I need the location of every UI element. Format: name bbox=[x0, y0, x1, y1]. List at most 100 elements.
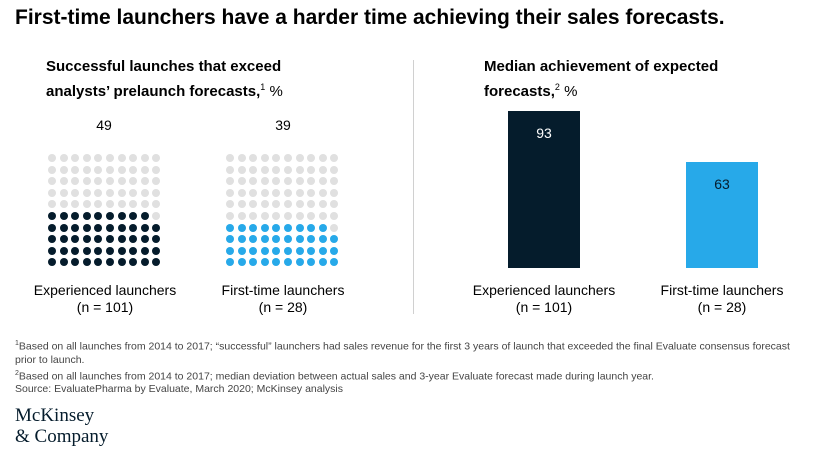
waffle-dot-filled bbox=[307, 258, 316, 267]
waffle-dot-empty bbox=[272, 177, 281, 186]
source-note: Source: EvaluatePharma by Evaluate, Marc… bbox=[15, 383, 343, 395]
waffle-dot-filled bbox=[48, 223, 56, 232]
left-subtitle-unit: % bbox=[269, 83, 283, 100]
waffle-dot-empty bbox=[94, 200, 103, 209]
waffle-dot-empty bbox=[260, 154, 269, 162]
waffle-dot-empty bbox=[284, 165, 292, 174]
waffle-dot-empty bbox=[82, 177, 91, 186]
waffle-dot-empty bbox=[117, 200, 126, 209]
waffle-dot-empty bbox=[82, 200, 91, 209]
bar-chart-area: 93 63 bbox=[430, 0, 810, 268]
waffle-dot-filled bbox=[48, 258, 56, 267]
waffle-dot-empty bbox=[117, 177, 126, 186]
waffle-dot-empty bbox=[117, 154, 126, 162]
waffle-dot-filled bbox=[249, 258, 258, 267]
waffle-dot-filled bbox=[94, 258, 103, 267]
waffle-dot-empty bbox=[129, 165, 138, 174]
waffle-dot-filled bbox=[106, 235, 114, 244]
waffle-dot-empty bbox=[249, 212, 258, 220]
waffle-dot-filled bbox=[106, 212, 114, 220]
waffle-dot-filled bbox=[117, 235, 126, 244]
waffle-dot-empty bbox=[106, 177, 114, 186]
panel-divider bbox=[413, 60, 414, 314]
waffle-dot-filled bbox=[129, 235, 138, 244]
waffle-dot-empty bbox=[226, 165, 234, 174]
waffle-dot-empty bbox=[152, 200, 161, 209]
waffle-dot-filled bbox=[117, 246, 126, 255]
waffle-dot-empty bbox=[272, 154, 281, 162]
waffle-grid-experienced bbox=[48, 154, 162, 268]
waffle-dot-filled bbox=[71, 212, 80, 220]
waffle-dot-empty bbox=[71, 200, 80, 209]
waffle-dot-filled bbox=[140, 235, 149, 244]
waffle-dot-empty bbox=[330, 154, 339, 162]
waffle-dot-filled bbox=[318, 235, 327, 244]
waffle-dot-filled bbox=[237, 258, 246, 267]
waffle-dot-empty bbox=[226, 154, 234, 162]
waffle-dot-filled bbox=[318, 223, 327, 232]
waffle-dot-filled bbox=[94, 235, 103, 244]
waffle-dot-filled bbox=[226, 246, 234, 255]
waffle-dot-empty bbox=[284, 188, 292, 197]
waffle-dot-filled bbox=[82, 212, 91, 220]
waffle-dot-filled bbox=[260, 246, 269, 255]
waffle-dot-empty bbox=[106, 188, 114, 197]
waffle-dot-filled bbox=[249, 223, 258, 232]
waffle-dot-filled bbox=[48, 235, 56, 244]
waffle-category-label-first-time: First-time launchers bbox=[221, 282, 345, 298]
waffle-dot-empty bbox=[106, 165, 114, 174]
waffle-dot-filled bbox=[82, 235, 91, 244]
waffle-dot-empty bbox=[272, 212, 281, 220]
bar-value-label-first-time: 63 bbox=[714, 175, 730, 192]
waffle-dot-empty bbox=[295, 177, 304, 186]
waffle-dot-empty bbox=[272, 188, 281, 197]
waffle-dot-empty bbox=[94, 165, 103, 174]
waffle-category-n-first-time: (n = 28) bbox=[258, 299, 308, 315]
waffle-dot-empty bbox=[307, 177, 316, 186]
waffle-dot-filled bbox=[284, 235, 292, 244]
waffle-dot-empty bbox=[48, 165, 56, 174]
waffle-dot-filled bbox=[59, 246, 68, 255]
waffle-dot-filled bbox=[71, 246, 80, 255]
waffle-dot-empty bbox=[260, 188, 269, 197]
waffle-dot-filled bbox=[140, 212, 149, 220]
waffle-dot-filled bbox=[106, 246, 114, 255]
waffle-dot-empty bbox=[330, 212, 339, 220]
waffle-dot-filled bbox=[260, 258, 269, 267]
waffle-dot-empty bbox=[295, 200, 304, 209]
waffle-dot-empty bbox=[117, 165, 126, 174]
right-subtitle-unit: % bbox=[564, 83, 578, 100]
waffle-dot-empty bbox=[330, 177, 339, 186]
waffle-dot-empty bbox=[284, 177, 292, 186]
waffle-dot-empty bbox=[330, 165, 339, 174]
waffle-dot-filled bbox=[295, 235, 304, 244]
footnote-marker-1: 1 bbox=[260, 82, 266, 92]
waffle-dot-filled bbox=[48, 246, 56, 255]
waffle-dot-filled bbox=[140, 223, 149, 232]
waffle-dot-empty bbox=[59, 200, 68, 209]
waffle-dot-empty bbox=[295, 212, 304, 220]
waffle-dot-filled bbox=[82, 258, 91, 267]
waffle-dot-filled bbox=[129, 223, 138, 232]
waffle-dot-filled bbox=[94, 246, 103, 255]
waffle-dot-empty bbox=[318, 188, 327, 197]
waffle-dot-empty bbox=[330, 223, 339, 232]
waffle-dot-empty bbox=[152, 212, 161, 220]
waffle-dot-filled bbox=[284, 246, 292, 255]
right-subtitle-line1: Median achievement of expected bbox=[484, 58, 719, 75]
waffle-dot-filled bbox=[82, 223, 91, 232]
waffle-dot-empty bbox=[330, 188, 339, 197]
waffle-dot-empty bbox=[260, 212, 269, 220]
waffle-dot-empty bbox=[140, 200, 149, 209]
waffle-dot-empty bbox=[82, 165, 91, 174]
waffle-dot-filled bbox=[71, 235, 80, 244]
waffle-dot-empty bbox=[237, 188, 246, 197]
waffle-dot-empty bbox=[249, 188, 258, 197]
waffle-dot-empty bbox=[318, 212, 327, 220]
waffle-dot-empty bbox=[140, 165, 149, 174]
waffle-dot-filled bbox=[71, 223, 80, 232]
waffle-category-first-time: First-time launchers (n = 28) bbox=[208, 282, 358, 316]
waffle-dot-empty bbox=[295, 154, 304, 162]
waffle-value-experienced: 49 bbox=[96, 117, 112, 133]
waffle-dot-empty bbox=[94, 154, 103, 162]
